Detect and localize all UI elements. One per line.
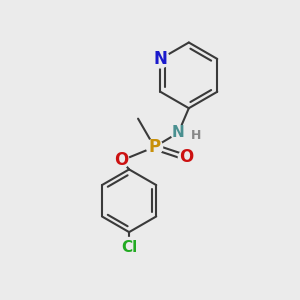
Circle shape bbox=[114, 153, 129, 168]
Text: H: H bbox=[191, 129, 202, 142]
Text: O: O bbox=[115, 152, 129, 169]
Text: Cl: Cl bbox=[121, 239, 137, 254]
Circle shape bbox=[171, 125, 186, 140]
Circle shape bbox=[178, 150, 193, 165]
Circle shape bbox=[119, 238, 139, 256]
Text: N: N bbox=[172, 125, 185, 140]
Text: O: O bbox=[179, 148, 193, 166]
Text: N: N bbox=[153, 50, 167, 68]
Circle shape bbox=[152, 50, 169, 68]
Circle shape bbox=[146, 139, 163, 155]
Text: P: P bbox=[148, 138, 160, 156]
